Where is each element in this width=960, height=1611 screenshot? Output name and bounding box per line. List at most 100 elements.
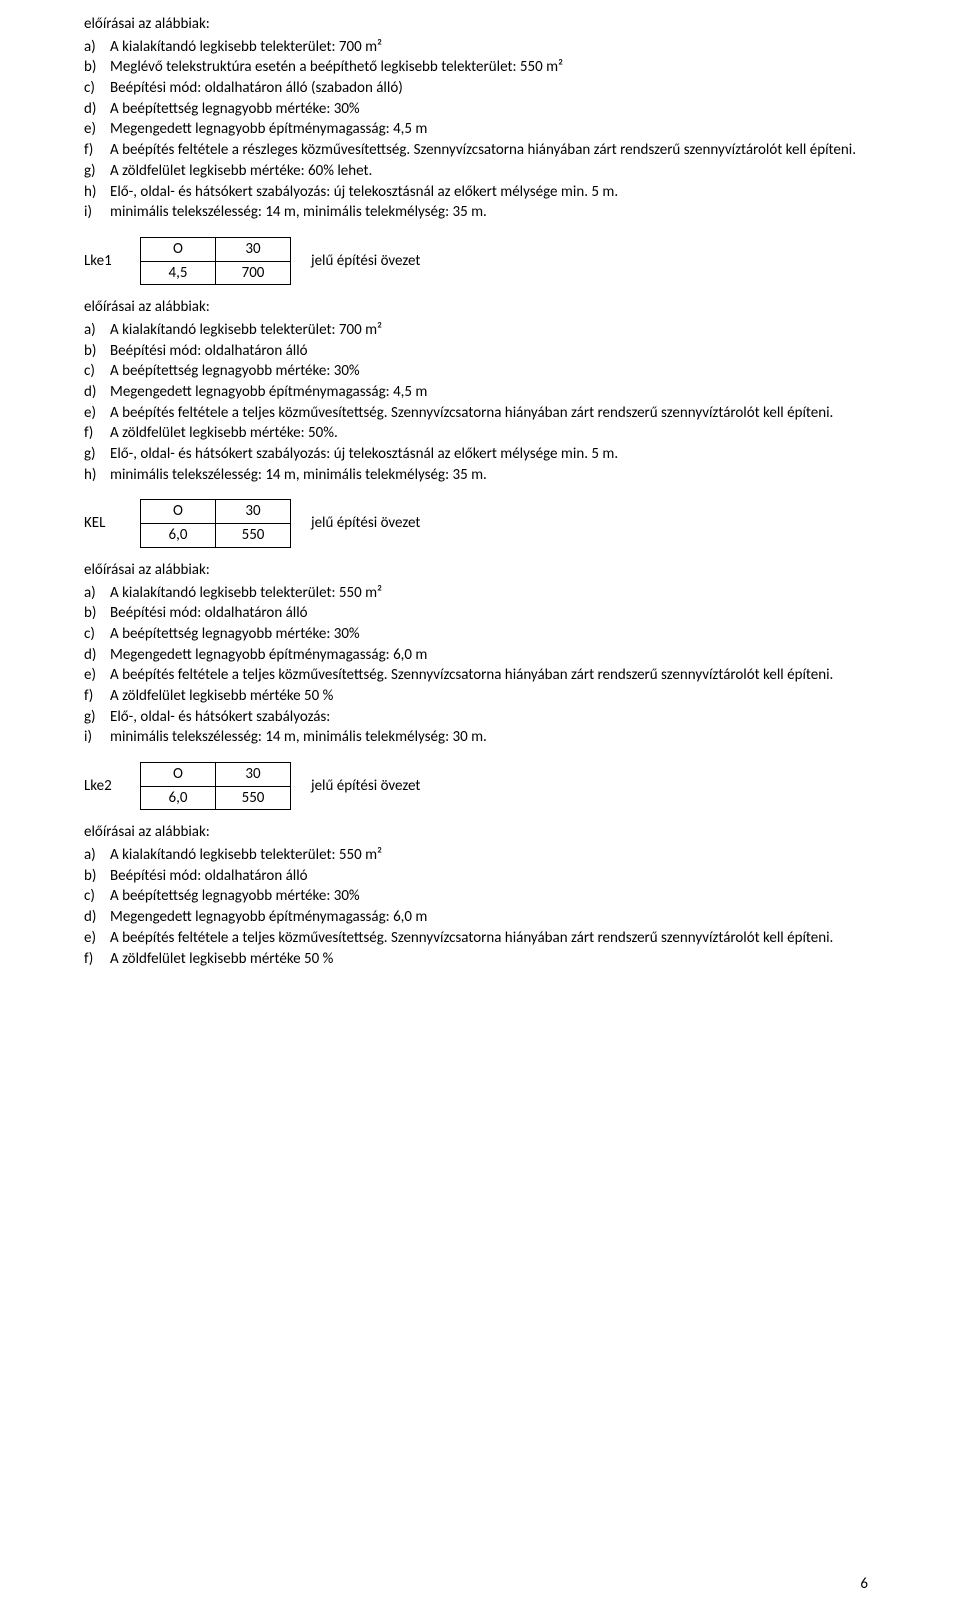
list-text: Beépítési mód: oldalhatáron álló — [110, 341, 876, 362]
zone-code: KEL — [84, 513, 140, 534]
list-item: h)minimális telekszélesség: 14 m, minimá… — [84, 465, 876, 486]
list-text: Megengedett legnagyobb építménymagasság:… — [110, 382, 876, 403]
list-marker: b) — [84, 341, 110, 362]
list-item: i)minimális telekszélesség: 14 m, minimá… — [84, 727, 876, 748]
list-marker: a) — [84, 845, 110, 866]
list-text: A beépítés feltétele a teljes közművesít… — [110, 403, 876, 424]
list-item: a)A kialakítandó legkisebb telekterület:… — [84, 845, 876, 866]
table-row: O 30 — [141, 237, 291, 261]
list-item: d)Megengedett legnagyobb építménymagassá… — [84, 645, 876, 666]
list-item: a)A kialakítandó legkisebb telekterület:… — [84, 37, 876, 58]
zone-block-lke2: Lke2 O 30 6,0 550 jelű építési övezet — [84, 762, 876, 810]
zone-cell-coverage: 30 — [216, 237, 291, 261]
table-row: O 30 — [141, 500, 291, 524]
list-text: Elő-, oldal- és hátsókert szabályozás: ú… — [110, 182, 876, 203]
zone-cell-area: 550 — [216, 524, 291, 548]
zone-cell-mode: O — [141, 237, 216, 261]
list-marker: d) — [84, 907, 110, 928]
list-item: h)Elő-, oldal- és hátsókert szabályozás:… — [84, 182, 876, 203]
regulation-list: a)A kialakítandó legkisebb telekterület:… — [84, 845, 876, 969]
list-text: Meglévő telekstruktúra esetén a beépíthe… — [110, 57, 876, 78]
zone-suffix-label: jelű építési övezet — [291, 251, 420, 272]
list-marker: a) — [84, 320, 110, 341]
list-item: g)A zöldfelület legkisebb mértéke: 60% l… — [84, 161, 876, 182]
list-text: A beépítés feltétele a teljes közművesít… — [110, 665, 876, 686]
zone-cell-height: 6,0 — [141, 524, 216, 548]
section-header: előírásai az alábbiak: — [84, 297, 876, 318]
table-row: 6,0 550 — [141, 524, 291, 548]
list-marker: d) — [84, 382, 110, 403]
zone-code: Lke1 — [84, 251, 140, 272]
list-marker: g) — [84, 444, 110, 465]
list-text: Megengedett legnagyobb építménymagasság:… — [110, 907, 876, 928]
list-marker: e) — [84, 665, 110, 686]
list-marker: f) — [84, 423, 110, 444]
list-marker: c) — [84, 624, 110, 645]
zone-parameter-table: O 30 6,0 550 — [140, 499, 291, 547]
list-item: c)A beépítettség legnagyobb mértéke: 30% — [84, 361, 876, 382]
list-item: f)A beépítés feltétele a részleges közmű… — [84, 140, 876, 161]
list-marker: c) — [84, 78, 110, 99]
list-marker: a) — [84, 37, 110, 58]
list-text: A beépítés feltétele a részleges közműve… — [110, 140, 876, 161]
list-item: e)A beépítés feltétele a teljes közműves… — [84, 403, 876, 424]
regulation-list: a)A kialakítandó legkisebb telekterület:… — [84, 37, 876, 223]
list-item: b)Beépítési mód: oldalhatáron álló — [84, 603, 876, 624]
list-text: Beépítési mód: oldalhatáron álló (szabad… — [110, 78, 876, 99]
table-row: 6,0 550 — [141, 786, 291, 810]
list-item: e)A beépítés feltétele a teljes közműves… — [84, 928, 876, 949]
list-item: g)Elő-, oldal- és hátsókert szabályozás: — [84, 707, 876, 728]
list-item: a)A kialakítandó legkisebb telekterület:… — [84, 583, 876, 604]
list-item: e)Megengedett legnagyobb építménymagassá… — [84, 119, 876, 140]
list-text: A zöldfelület legkisebb mértéke 50 % — [110, 949, 876, 970]
list-text: A beépítettség legnagyobb mértéke: 30% — [110, 624, 876, 645]
list-item: f)A zöldfelület legkisebb mértéke: 50%. — [84, 423, 876, 444]
section-header: előírásai az alábbiak: — [84, 560, 876, 581]
list-text: Megengedett legnagyobb építménymagasság:… — [110, 119, 876, 140]
list-marker: e) — [84, 119, 110, 140]
zone-cell-height: 6,0 — [141, 786, 216, 810]
section-header: előírásai az alábbiak: — [84, 822, 876, 843]
list-text: A beépítés feltétele a teljes közművesít… — [110, 928, 876, 949]
zone-cell-area: 550 — [216, 786, 291, 810]
list-text: A beépítettség legnagyobb mértéke: 30% — [110, 361, 876, 382]
list-marker: i) — [84, 727, 110, 748]
list-marker: f) — [84, 140, 110, 161]
list-item: c)A beépítettség legnagyobb mértéke: 30% — [84, 624, 876, 645]
section-header: előírásai az alábbiak: — [84, 14, 876, 35]
regulation-list: a)A kialakítandó legkisebb telekterület:… — [84, 583, 876, 749]
zone-code: Lke2 — [84, 776, 140, 797]
zone-cell-mode: O — [141, 763, 216, 787]
list-marker: c) — [84, 886, 110, 907]
zone-parameter-table: O 30 4,5 700 — [140, 237, 291, 285]
list-marker: d) — [84, 99, 110, 120]
list-marker: c) — [84, 361, 110, 382]
table-row: O 30 — [141, 763, 291, 787]
list-item: a)A kialakítandó legkisebb telekterület:… — [84, 320, 876, 341]
list-marker: h) — [84, 182, 110, 203]
list-marker: g) — [84, 707, 110, 728]
zone-suffix-label: jelű építési övezet — [291, 513, 420, 534]
list-marker: i) — [84, 202, 110, 223]
list-text: minimális telekszélesség: 14 m, minimáli… — [110, 202, 876, 223]
list-text: Beépítési mód: oldalhatáron álló — [110, 603, 876, 624]
list-text: A beépítettség legnagyobb mértéke: 30% — [110, 886, 876, 907]
list-marker: e) — [84, 928, 110, 949]
list-text: minimális telekszélesség: 14 m, minimáli… — [110, 465, 876, 486]
list-text: Megengedett legnagyobb építménymagasság:… — [110, 645, 876, 666]
list-text: A zöldfelület legkisebb mértéke: 60% leh… — [110, 161, 876, 182]
list-item: i)minimális telekszélesség: 14 m, minimá… — [84, 202, 876, 223]
zone-block-kel: KEL O 30 6,0 550 jelű építési övezet — [84, 499, 876, 547]
list-marker: a) — [84, 583, 110, 604]
list-item: c)Beépítési mód: oldalhatáron álló (szab… — [84, 78, 876, 99]
list-item: b)Meglévő telekstruktúra esetén a beépít… — [84, 57, 876, 78]
list-marker: e) — [84, 403, 110, 424]
list-item: b)Beépítési mód: oldalhatáron álló — [84, 866, 876, 887]
list-text: Beépítési mód: oldalhatáron álló — [110, 866, 876, 887]
list-marker: g) — [84, 161, 110, 182]
list-text: minimális telekszélesség: 14 m, minimáli… — [110, 727, 876, 748]
document-page: előírásai az alábbiak: a)A kialakítandó … — [0, 0, 960, 1611]
list-item: e)A beépítés feltétele a teljes közműves… — [84, 665, 876, 686]
zone-cell-area: 700 — [216, 261, 291, 285]
list-item: c)A beépítettség legnagyobb mértéke: 30% — [84, 886, 876, 907]
